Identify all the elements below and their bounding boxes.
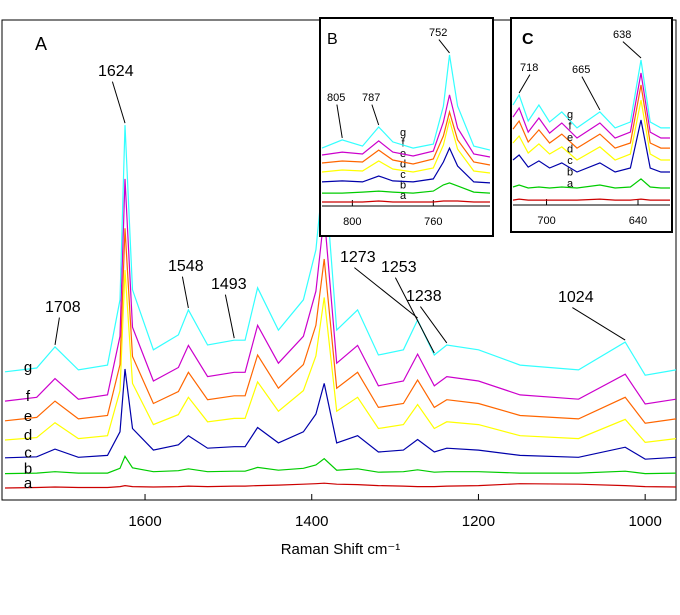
- spectrum-line: [321, 117, 491, 174]
- peak-label: 1548: [168, 258, 204, 275]
- x-tick-label: 700: [537, 215, 555, 227]
- series-label: g: [24, 359, 32, 376]
- panel-label: C: [522, 31, 534, 48]
- series-label: a: [24, 475, 33, 492]
- peak-label: 1708: [45, 299, 81, 316]
- x-tick-label: 800: [343, 216, 361, 228]
- series-label: f: [401, 137, 405, 149]
- peak-label: 665: [572, 64, 590, 76]
- peak-leader: [354, 267, 418, 319]
- spectrum-line: [321, 94, 491, 158]
- series-label: e: [24, 408, 32, 425]
- x-tick-label: 1200: [462, 513, 495, 530]
- peak-leader: [111, 81, 126, 124]
- peak-label: 752: [429, 27, 447, 39]
- series-label: c: [567, 155, 573, 167]
- series-label: b: [400, 179, 406, 191]
- x-tick-label: 1400: [295, 513, 328, 530]
- series-label: d: [400, 158, 406, 170]
- peak-leader: [581, 76, 601, 111]
- peak-leader: [394, 277, 435, 354]
- peak-leader: [371, 104, 380, 126]
- spectrum-line: [322, 182, 491, 194]
- peak-label: 638: [613, 29, 631, 41]
- spectrum-line: [4, 368, 677, 460]
- spectrum-line: [512, 198, 670, 201]
- peak-leader: [419, 306, 448, 344]
- peak-label: 787: [362, 92, 380, 104]
- series-label: b: [567, 166, 573, 178]
- peak-leader: [224, 294, 235, 339]
- spectrum-line: [512, 84, 670, 149]
- spectrum-line: [512, 99, 670, 161]
- spectrum-line: [512, 59, 670, 129]
- spectrum-line: [322, 200, 490, 203]
- peak-label: 1253: [381, 259, 417, 276]
- peak-leader: [438, 39, 450, 54]
- spectrum-line: [4, 125, 677, 376]
- spectrum-line: [4, 228, 677, 424]
- peak-leader: [622, 41, 642, 59]
- series-label: a: [400, 190, 407, 202]
- peak-label: 1273: [340, 249, 376, 266]
- series-label: d: [24, 427, 32, 444]
- spectrum-line: [512, 72, 670, 139]
- series-label: c: [24, 445, 32, 462]
- series-label: g: [567, 109, 573, 121]
- series-label: e: [567, 132, 573, 144]
- x-axis-label: Raman Shift cm⁻¹: [281, 541, 401, 558]
- peak-leader: [181, 276, 189, 309]
- peak-leader: [518, 74, 531, 94]
- x-tick-label: 640: [629, 215, 647, 227]
- series-label: a: [567, 178, 574, 190]
- spectrum-line: [4, 455, 677, 475]
- spectrum-line: [4, 178, 677, 405]
- x-tick-label: 1600: [128, 513, 161, 530]
- spectrum-line: [4, 270, 677, 444]
- series-label: g: [400, 127, 406, 139]
- series-label: f: [26, 388, 31, 405]
- panel-label: A: [35, 34, 47, 54]
- peak-label: 718: [520, 62, 538, 74]
- panel-frame: [319, 17, 494, 237]
- peak-label: 1238: [406, 288, 442, 305]
- series-label: b: [24, 461, 32, 478]
- spectrum-line: [321, 54, 491, 151]
- panel-label: B: [327, 31, 338, 48]
- spectrum-line: [512, 119, 670, 173]
- peak-label: 1624: [98, 63, 134, 80]
- peak-leader: [336, 104, 343, 139]
- x-tick-label: 1000: [628, 513, 661, 530]
- series-label: f: [568, 120, 572, 132]
- spectrum-line: [512, 178, 670, 189]
- x-tick-label: 760: [424, 216, 442, 228]
- peak-leader: [572, 307, 626, 341]
- spectrum-line: [321, 109, 491, 166]
- spectrum-line: [321, 146, 491, 184]
- series-label: d: [567, 143, 573, 155]
- peak-label: 805: [327, 92, 345, 104]
- peak-leader: [54, 317, 60, 345]
- peak-label: 1024: [558, 289, 594, 306]
- peak-label: 1493: [211, 276, 247, 293]
- spectrum-line: [4, 482, 677, 489]
- series-label: c: [400, 169, 406, 181]
